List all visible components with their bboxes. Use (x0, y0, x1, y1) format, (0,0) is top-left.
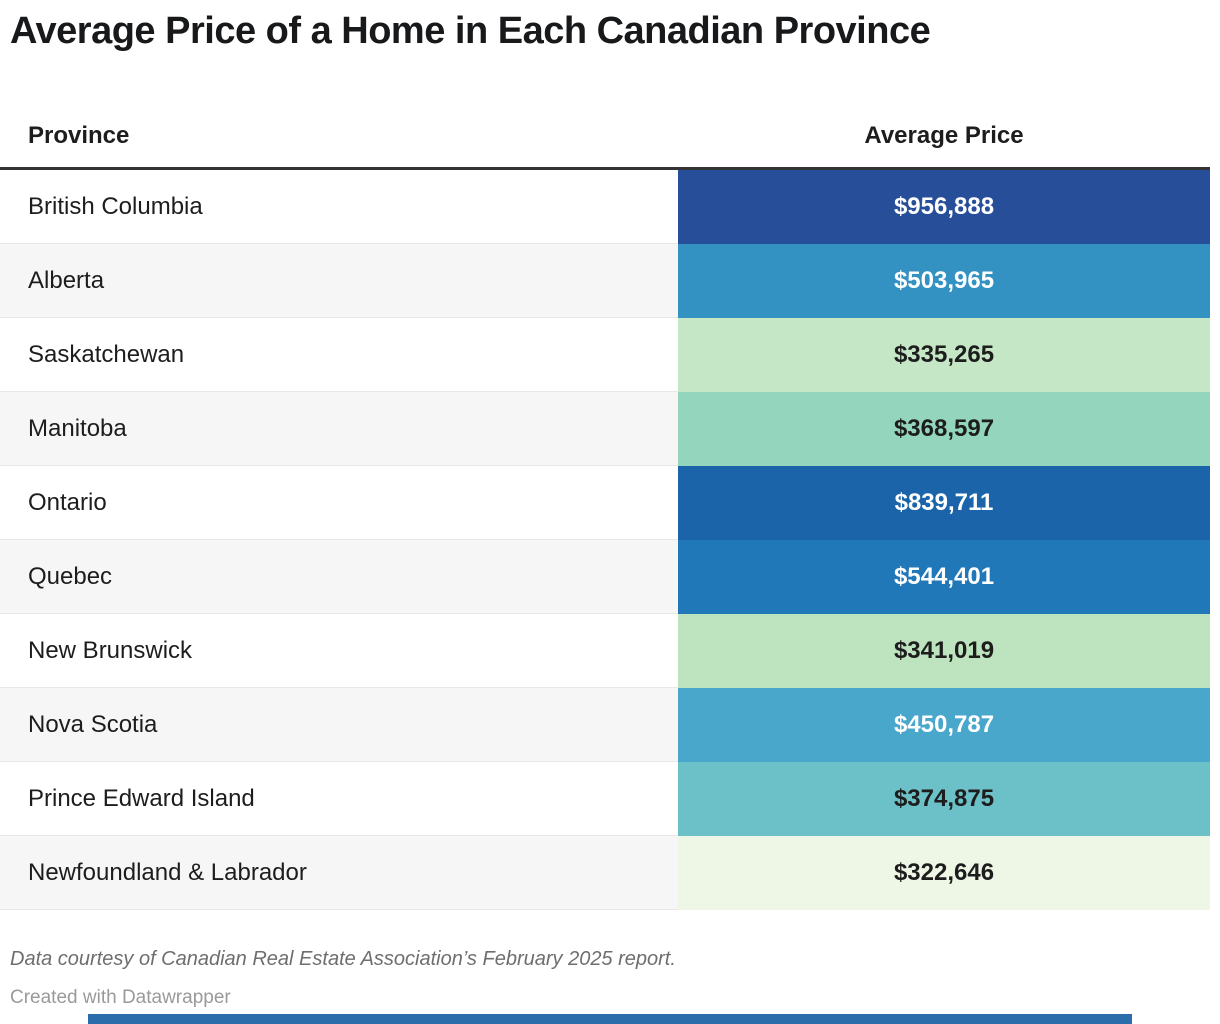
table-row: Alberta $503,965 (0, 244, 1210, 318)
price-cell: $956,888 (678, 170, 1210, 244)
price-cell: $374,875 (678, 762, 1210, 836)
datawrapper-credit: Created with Datawrapper (10, 987, 231, 1008)
clipped-bottom-element (88, 1014, 1132, 1024)
table-row: Nova Scotia $450,787 (0, 688, 1210, 762)
price-cell: $450,787 (678, 688, 1210, 762)
price-cell: $341,019 (678, 614, 1210, 688)
table-row: Quebec $544,401 (0, 540, 1210, 614)
data-source-note: Data courtesy of Canadian Real Estate As… (10, 948, 676, 970)
province-cell: British Columbia (0, 170, 678, 244)
chart-title: Average Price of a Home in Each Canadian… (10, 10, 931, 52)
province-cell: Ontario (0, 466, 678, 540)
province-cell: Newfoundland & Labrador (0, 836, 678, 910)
table-body: British Columbia $956,888 Alberta $503,9… (0, 170, 1210, 910)
price-cell: $368,597 (678, 392, 1210, 466)
province-cell: Nova Scotia (0, 688, 678, 762)
column-header-average-price: Average Price (864, 121, 1024, 149)
table-row: Ontario $839,711 (0, 466, 1210, 540)
price-cell: $839,711 (678, 466, 1210, 540)
table-row: Saskatchewan $335,265 (0, 318, 1210, 392)
province-cell: Alberta (0, 244, 678, 318)
price-cell: $544,401 (678, 540, 1210, 614)
province-cell: Manitoba (0, 392, 678, 466)
province-cell: Prince Edward Island (0, 762, 678, 836)
province-cell: Quebec (0, 540, 678, 614)
table-row: Newfoundland & Labrador $322,646 (0, 836, 1210, 910)
province-cell: Saskatchewan (0, 318, 678, 392)
price-cell: $335,265 (678, 318, 1210, 392)
column-header-province: Province (28, 121, 130, 149)
table-row: British Columbia $956,888 (0, 170, 1210, 244)
table-header-row: Province Average Price (0, 104, 1210, 170)
province-cell: New Brunswick (0, 614, 678, 688)
price-cell: $503,965 (678, 244, 1210, 318)
table-row: Manitoba $368,597 (0, 392, 1210, 466)
price-cell: $322,646 (678, 836, 1210, 910)
table-row: New Brunswick $341,019 (0, 614, 1210, 688)
table-row: Prince Edward Island $374,875 (0, 762, 1210, 836)
